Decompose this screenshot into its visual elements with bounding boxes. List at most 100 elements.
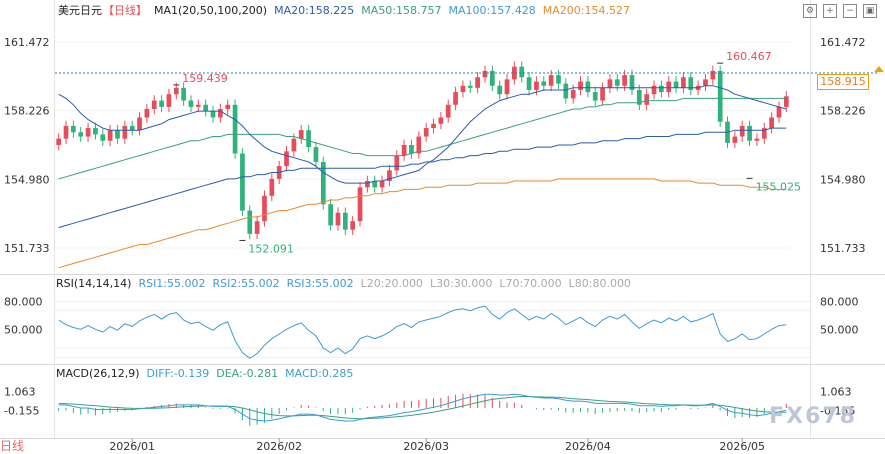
candle-body <box>703 79 708 86</box>
candle-body <box>100 134 106 141</box>
macd-tick-right: 1.063 <box>820 386 852 399</box>
candle-body <box>629 75 635 90</box>
diff-label: DIFF:-0.139 <box>146 367 210 380</box>
fullscreen-icon[interactable]: ▣ <box>863 4 877 18</box>
candle-body <box>607 79 613 88</box>
extreme-label-high: 159.439 <box>182 72 228 85</box>
candle-body <box>622 75 627 86</box>
rsi-header: RSI(14,14,14) RSI1:55.002 RSI2:55.002 RSI3:… <box>56 276 638 292</box>
symbol-label: 美元日元 <box>58 4 102 17</box>
candle-body <box>747 125 752 141</box>
candle-body <box>423 128 429 137</box>
candle-body <box>225 104 231 110</box>
candle-body <box>783 96 789 107</box>
ma200-label: MA200:154.527 <box>542 4 630 17</box>
candle-body <box>651 85 657 95</box>
candle-body <box>379 180 385 188</box>
candle-body <box>681 77 686 88</box>
macd-tick-right: -0.155 <box>820 404 855 417</box>
extreme-label-high: 160.467 <box>726 50 772 63</box>
candle-body <box>578 81 583 90</box>
period-footer-label: 日线 <box>0 439 25 453</box>
candle-body <box>350 221 356 230</box>
diff-line <box>58 393 787 422</box>
candle-body <box>754 138 760 141</box>
candle-body <box>137 117 142 131</box>
x-tick-label: 2026/01 <box>109 440 155 452</box>
candle-body <box>614 79 620 86</box>
price-tick-left: 158.226 <box>4 105 50 118</box>
rsi-tick-right: 50.000 <box>820 323 859 336</box>
x-tick-label: 2026/05 <box>719 440 765 452</box>
candle-body <box>541 81 547 86</box>
candle-body <box>489 70 495 86</box>
candle-body <box>284 151 289 167</box>
candle-body <box>144 109 150 118</box>
rsi-tick-left: 80.000 <box>4 295 43 308</box>
candle-body <box>262 195 267 222</box>
extreme-label-low: 155.025 <box>756 180 802 193</box>
candle-body <box>247 210 253 234</box>
candle-body <box>232 104 238 154</box>
settings-icon[interactable]: ⚙ <box>803 4 817 18</box>
candle-body <box>467 85 473 88</box>
candle-body <box>306 130 311 148</box>
price-tick-left: 151.733 <box>4 242 50 255</box>
candle-body <box>769 117 774 129</box>
price-tick-right: 161.472 <box>820 36 866 49</box>
candle-body <box>387 170 392 181</box>
extreme-label-low: 152.091 <box>248 242 293 255</box>
candle-body <box>460 85 466 93</box>
x-tick-label: 2026/03 <box>403 440 449 452</box>
candle-body <box>129 125 135 131</box>
ma20-line <box>58 85 787 184</box>
candle-body <box>556 75 561 84</box>
macd-name: MACD(26,12,9) <box>56 367 140 380</box>
current-price-tag: 158.915 <box>817 74 869 90</box>
l20-label: L20:20.000 <box>360 277 423 290</box>
price-tick-right: 154.980 <box>820 173 866 186</box>
candle-body <box>776 106 782 118</box>
candle-body <box>240 153 245 211</box>
candle-body <box>320 161 326 205</box>
ma20-label: MA20:158.225 <box>274 4 355 17</box>
rsi-line <box>58 305 787 359</box>
l70-label: L70:70.000 <box>499 277 562 290</box>
candle-body <box>210 111 216 118</box>
candle-body <box>585 81 591 93</box>
candle-body <box>482 70 488 78</box>
candle-body <box>453 92 458 105</box>
candle-body <box>548 75 554 86</box>
candle-body <box>85 128 91 137</box>
candle-body <box>115 130 120 139</box>
zoom-in-icon[interactable]: + <box>823 4 837 18</box>
candle-body <box>71 125 76 133</box>
zoom-out-icon[interactable]: − <box>843 4 857 18</box>
candle-body <box>203 104 209 112</box>
rsi-name: RSI(14,14,14) <box>56 277 132 290</box>
macd-value-label: MACD:0.285 <box>285 367 354 380</box>
candle-body <box>401 145 407 156</box>
candle-body <box>497 85 503 95</box>
candle-body <box>570 89 576 99</box>
candle-body <box>431 123 436 129</box>
candle-body <box>254 221 260 234</box>
l80-label: L80:80.000 <box>568 277 631 290</box>
period-label[interactable]: 【日线】 <box>103 4 147 17</box>
candle-body <box>298 130 304 139</box>
candle-body <box>409 145 414 154</box>
watermark: FX678 <box>769 404 857 429</box>
candle-body <box>357 187 363 222</box>
x-tick-label: 2026/02 <box>256 440 302 452</box>
candle-body <box>717 70 723 122</box>
rsi2-label: RSI2:55.002 <box>212 277 280 290</box>
candle-body <box>159 100 164 107</box>
price-arrow-icon <box>874 66 884 72</box>
candle-body <box>151 100 157 110</box>
candle-body <box>107 130 113 141</box>
candle-body <box>188 100 194 107</box>
candle-body <box>438 117 444 124</box>
dea-line <box>58 396 787 420</box>
price-tick-right: 151.733 <box>820 242 866 255</box>
